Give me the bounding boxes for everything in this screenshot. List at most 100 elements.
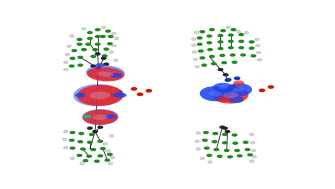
Circle shape (232, 142, 238, 145)
Circle shape (107, 42, 113, 46)
Ellipse shape (90, 92, 111, 99)
Circle shape (193, 58, 198, 61)
Circle shape (201, 64, 207, 67)
Circle shape (230, 28, 237, 31)
Circle shape (224, 78, 230, 82)
Circle shape (102, 54, 108, 57)
Circle shape (114, 59, 118, 61)
Circle shape (207, 48, 213, 51)
Circle shape (82, 159, 88, 162)
Circle shape (145, 89, 152, 93)
Circle shape (76, 43, 82, 46)
Ellipse shape (73, 84, 122, 106)
Ellipse shape (86, 65, 125, 81)
Ellipse shape (97, 72, 114, 77)
Circle shape (63, 146, 68, 149)
Circle shape (230, 53, 236, 57)
Circle shape (217, 68, 223, 71)
Circle shape (192, 51, 197, 53)
Circle shape (103, 143, 108, 145)
Ellipse shape (233, 81, 245, 86)
Circle shape (217, 155, 223, 158)
Circle shape (230, 84, 237, 88)
Ellipse shape (200, 86, 231, 101)
Circle shape (199, 30, 205, 33)
Circle shape (249, 160, 254, 163)
Circle shape (116, 90, 123, 94)
Circle shape (196, 148, 200, 150)
Circle shape (86, 155, 92, 158)
Circle shape (211, 62, 217, 65)
Circle shape (67, 45, 71, 48)
Circle shape (63, 68, 68, 71)
Circle shape (256, 44, 260, 47)
Ellipse shape (97, 70, 114, 76)
Circle shape (62, 138, 67, 141)
Circle shape (247, 153, 253, 156)
Circle shape (234, 149, 240, 152)
Circle shape (77, 140, 83, 143)
Circle shape (109, 162, 113, 165)
Circle shape (108, 35, 114, 38)
Circle shape (244, 31, 249, 34)
Circle shape (92, 130, 98, 133)
Circle shape (250, 141, 255, 144)
Circle shape (222, 126, 228, 130)
Circle shape (219, 54, 225, 57)
Circle shape (222, 141, 228, 144)
Ellipse shape (213, 87, 249, 104)
Circle shape (70, 57, 75, 60)
Circle shape (110, 156, 115, 159)
Circle shape (97, 125, 103, 129)
Circle shape (106, 150, 110, 152)
Ellipse shape (82, 109, 119, 125)
Circle shape (209, 28, 215, 31)
Circle shape (196, 132, 200, 134)
Circle shape (213, 148, 219, 151)
Circle shape (268, 85, 274, 89)
Ellipse shape (87, 91, 109, 99)
Circle shape (103, 63, 109, 66)
Circle shape (103, 47, 109, 51)
Circle shape (252, 156, 257, 158)
Circle shape (87, 31, 93, 34)
Circle shape (69, 64, 75, 68)
Circle shape (104, 159, 110, 162)
Circle shape (206, 34, 212, 38)
Ellipse shape (105, 114, 116, 119)
Circle shape (238, 40, 244, 43)
Circle shape (212, 132, 218, 135)
Circle shape (81, 48, 87, 51)
Circle shape (231, 133, 238, 137)
Circle shape (199, 56, 205, 60)
Circle shape (249, 46, 255, 50)
Circle shape (102, 26, 106, 29)
Circle shape (257, 59, 262, 61)
Circle shape (256, 51, 261, 54)
Circle shape (237, 30, 241, 33)
Circle shape (225, 78, 231, 82)
Circle shape (251, 149, 256, 152)
Circle shape (194, 31, 199, 34)
Circle shape (94, 160, 100, 163)
Circle shape (255, 38, 259, 41)
Circle shape (76, 154, 82, 157)
Circle shape (85, 43, 91, 46)
Circle shape (131, 87, 137, 91)
Circle shape (217, 47, 223, 50)
Circle shape (109, 51, 114, 53)
Ellipse shape (83, 115, 91, 118)
Circle shape (243, 141, 249, 144)
Circle shape (90, 64, 96, 68)
Circle shape (107, 153, 113, 156)
Ellipse shape (217, 97, 229, 102)
Circle shape (206, 41, 212, 44)
Circle shape (95, 28, 101, 31)
Circle shape (234, 76, 241, 80)
Circle shape (137, 92, 143, 96)
Circle shape (112, 32, 116, 35)
Circle shape (109, 135, 114, 137)
Circle shape (222, 133, 228, 136)
Circle shape (228, 33, 234, 37)
Circle shape (240, 53, 246, 57)
